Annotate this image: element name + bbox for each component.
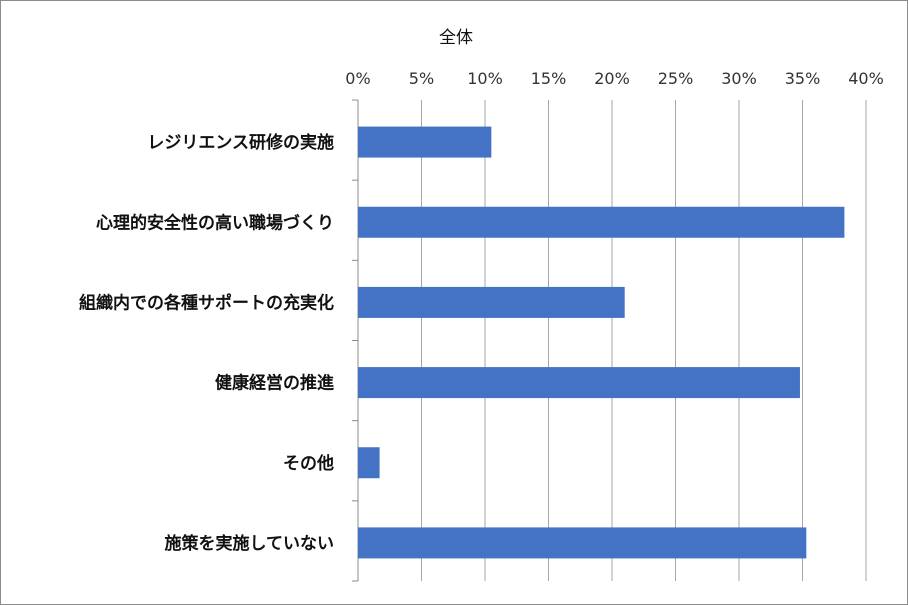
category-label: 健康経営の推進 — [215, 373, 334, 394]
x-tick-label: 30% — [721, 69, 757, 88]
x-tick-label: 40% — [848, 69, 884, 88]
chart-title: 全体 — [439, 28, 473, 48]
x-tick-label: 0% — [345, 69, 370, 88]
x-tick-label: 25% — [658, 69, 694, 88]
bar — [358, 447, 380, 479]
x-tick-label: 5% — [409, 69, 434, 88]
x-tick-label: 35% — [785, 69, 821, 88]
x-tick-label: 10% — [467, 69, 503, 88]
category-label: 施策を実施していない — [165, 533, 335, 554]
bar — [358, 206, 845, 238]
x-tick-label: 20% — [594, 69, 630, 88]
bar — [358, 126, 492, 158]
category-label: レジリエンス研修の実施 — [147, 132, 334, 153]
category-label: 組織内での各種サポートの充実化 — [79, 292, 334, 313]
category-label: 心理的安全性の高い職場づくり — [96, 212, 334, 233]
x-tick-label: 15% — [531, 69, 567, 88]
bar — [358, 527, 807, 559]
category-label: その他 — [283, 453, 334, 474]
bar — [358, 286, 625, 318]
bar — [358, 367, 800, 399]
